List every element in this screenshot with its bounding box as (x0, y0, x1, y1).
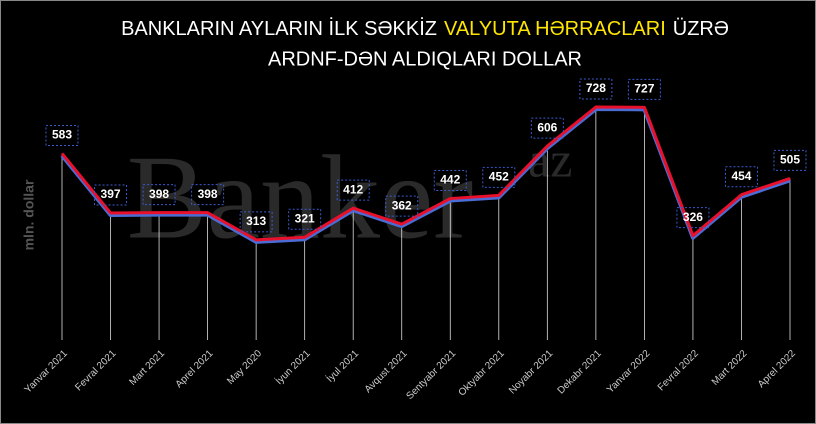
title-highlight: VALYUTA HƏRRACLARI (444, 18, 666, 40)
label-box (724, 166, 758, 188)
label-box (288, 208, 322, 230)
data-label: 454 (731, 169, 751, 183)
data-label: 326 (683, 210, 703, 224)
data-label: 442 (440, 173, 460, 187)
data-label: 398 (198, 187, 218, 201)
label-box (627, 78, 661, 100)
data-label: 412 (343, 182, 363, 196)
data-label: 321 (295, 211, 315, 225)
data-label: 362 (392, 198, 412, 212)
data-label: 397 (101, 187, 121, 201)
label-box (530, 117, 564, 139)
data-label: 452 (489, 170, 509, 184)
label-box (45, 124, 79, 146)
chart-title: BANKLARIN AYLARIN İLK SƏKKİZ VALYUTA HƏRR… (121, 17, 729, 40)
title-part: ÜZRƏ (673, 18, 729, 40)
data-label: 398 (149, 187, 169, 201)
label-box (482, 166, 516, 188)
label-box (142, 184, 176, 206)
data-label: 505 (780, 153, 800, 167)
data-label: 727 (634, 82, 654, 96)
chart-title: ARDNF-DƏN ALDIQLARI DOLLAR (268, 48, 582, 70)
line (60, 105, 791, 242)
label-box (579, 78, 613, 100)
label-box (676, 207, 710, 229)
label-box (239, 211, 273, 233)
data-label: 583 (52, 128, 72, 142)
label-box (433, 170, 467, 192)
watermark: Banker (127, 131, 474, 264)
title-part: BANKLARIN AYLARIN İLK SƏKKİZ (121, 17, 437, 40)
label-box (773, 149, 807, 171)
data-label: 313 (246, 214, 266, 228)
label-box (94, 184, 128, 206)
y-axis-label: mln. dollar (21, 179, 37, 250)
data-label: 606 (537, 120, 557, 134)
label-box (191, 184, 225, 206)
label-box (385, 195, 419, 217)
label-box (336, 179, 370, 201)
data-label: 728 (586, 81, 606, 95)
